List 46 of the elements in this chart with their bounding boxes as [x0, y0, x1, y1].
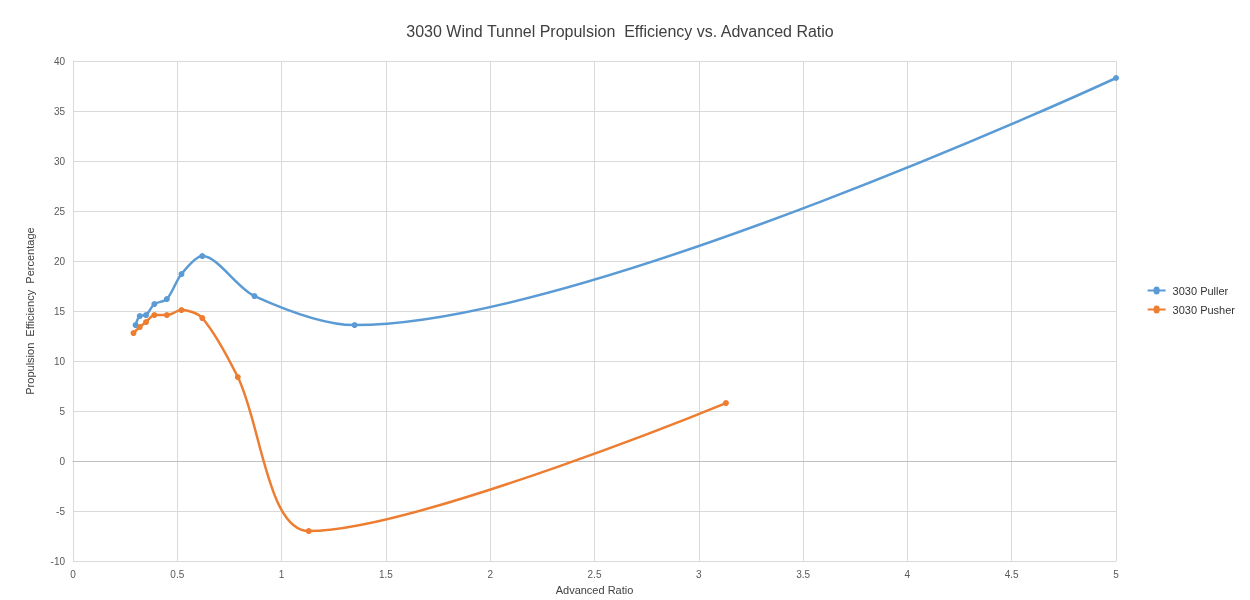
y-tick-label: -5 [56, 505, 66, 517]
x-tick-label: 3.5 [796, 568, 811, 580]
point [178, 271, 185, 278]
point [163, 296, 170, 303]
point [199, 253, 206, 260]
x-tick-label: 0.5 [170, 568, 185, 580]
chart-title: 3030 Wind Tunnel Propulsion Efficiency vs. Advanced Ratio [406, 22, 834, 40]
point [199, 315, 206, 322]
point [722, 400, 729, 407]
point [143, 319, 150, 326]
y-tick-label: 40 [53, 55, 66, 67]
x-tick-label: 4 [904, 568, 911, 580]
y-tick-label: 0 [59, 455, 66, 467]
point [151, 301, 158, 308]
x-axis-title: Advanced Ratio [555, 583, 634, 596]
x-tick-label: 3 [696, 568, 703, 580]
point [151, 312, 158, 319]
y-tick-label: 35 [53, 105, 66, 117]
point [234, 374, 241, 381]
y-tick-label: 30 [53, 155, 66, 167]
legend-label: 3030 Puller [1172, 284, 1229, 297]
x-tick-label: 0 [70, 568, 77, 580]
x-tick-label: 2 [487, 568, 494, 580]
point [136, 313, 143, 320]
y-tick-label: 10 [53, 355, 66, 367]
point [136, 324, 143, 331]
y-tick-label: 15 [53, 305, 66, 317]
legend-label: 3030 Pusher [1172, 303, 1236, 316]
x-tick-label: 5 [1113, 568, 1120, 580]
point [251, 293, 258, 300]
y-tick-label: 5 [59, 405, 66, 417]
point [143, 312, 150, 319]
x-tick-label: 1.5 [378, 568, 394, 580]
point [178, 307, 185, 314]
y-tick-label: -10 [50, 555, 66, 567]
point [130, 330, 137, 337]
point [1113, 75, 1119, 81]
x-tick-label: 4.5 [1004, 568, 1020, 580]
point [305, 528, 312, 535]
x-tick-label: 1 [278, 568, 285, 580]
y-tick-label: 25 [53, 205, 66, 217]
y-tick-label: 20 [53, 255, 66, 267]
x-tick-label: 2.5 [587, 568, 602, 580]
point [163, 312, 170, 319]
point [351, 322, 358, 329]
y-axis-title: Propulsion Efficiency Percentage [23, 227, 36, 395]
